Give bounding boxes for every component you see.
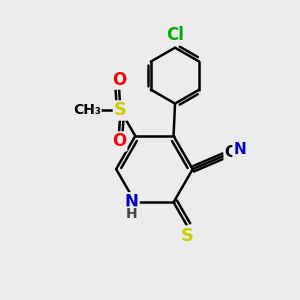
- Text: S: S: [181, 226, 194, 244]
- Text: Cl: Cl: [166, 26, 184, 44]
- Text: S: S: [114, 101, 127, 119]
- Text: C: C: [224, 146, 236, 160]
- Text: H: H: [126, 207, 138, 221]
- Text: N: N: [233, 142, 246, 157]
- Text: CH₃: CH₃: [73, 103, 100, 118]
- Text: O: O: [112, 70, 126, 88]
- Text: O: O: [112, 132, 126, 150]
- Text: N: N: [125, 193, 139, 211]
